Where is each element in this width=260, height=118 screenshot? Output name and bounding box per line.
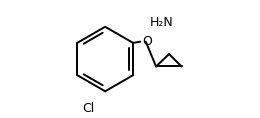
- Text: Cl: Cl: [82, 102, 95, 115]
- Text: H₂N: H₂N: [150, 16, 173, 29]
- Text: O: O: [142, 35, 152, 48]
